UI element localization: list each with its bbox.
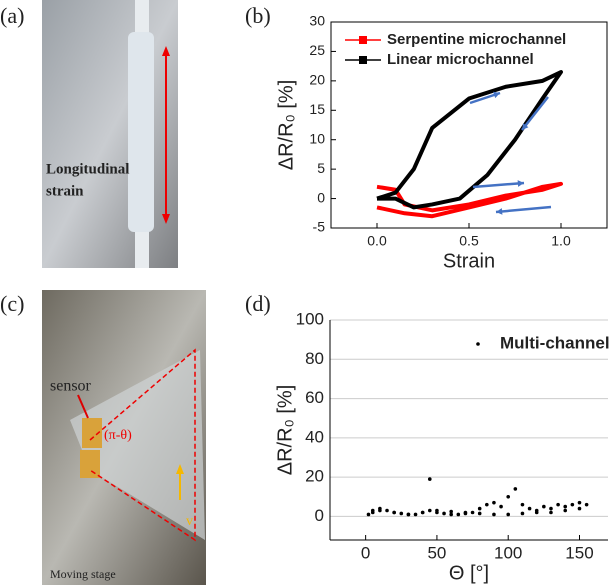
panel-label: (d) — [245, 291, 271, 316]
annotation: strain — [46, 183, 84, 199]
y-tick-label: 0 — [315, 506, 324, 525]
data-point — [463, 510, 468, 515]
y-tick-label: 60 — [305, 388, 324, 407]
legend-marker — [359, 56, 367, 64]
x-tick-label: 100 — [494, 543, 522, 562]
y-tick-label: 25 — [309, 42, 325, 58]
data-point — [527, 506, 532, 511]
data-point — [449, 512, 453, 517]
data-point — [399, 511, 404, 516]
annotation-arrow — [472, 181, 525, 189]
y-tick-label: 80 — [305, 349, 324, 368]
data-point — [427, 508, 432, 513]
data-point — [570, 502, 575, 507]
data-point — [456, 512, 461, 517]
legend-marker — [359, 36, 367, 44]
panel-label: (a) — [0, 3, 24, 28]
y-tick-label: 20 — [305, 467, 324, 486]
legend-label: Linear microchannel — [387, 51, 534, 68]
legend-marker — [476, 342, 480, 346]
y-tick-label: 10 — [309, 130, 325, 146]
annotation: v — [186, 514, 193, 529]
x-axis-label: Strain — [443, 250, 495, 272]
legend-label: Serpentine microchannel — [387, 31, 566, 48]
data-point — [542, 504, 546, 509]
photo-c — [42, 290, 206, 585]
y-tick-label: 0 — [317, 189, 325, 205]
arrow-head — [496, 208, 503, 215]
data-point — [549, 510, 553, 515]
x-tick-label: 0.0 — [367, 233, 387, 249]
data-point — [470, 510, 475, 515]
panel-label: (b) — [245, 3, 271, 28]
data-point — [442, 511, 446, 516]
annotation: sensor — [50, 378, 92, 395]
y-tick-label: -5 — [313, 219, 326, 235]
plot-frame — [330, 21, 608, 229]
annotation-arrow — [521, 96, 549, 131]
data-point — [378, 508, 382, 513]
data-point — [485, 502, 489, 507]
y-axis-label: ΔR/R₀ [%] — [275, 80, 297, 171]
data-point — [420, 510, 425, 515]
y-tick-label: 30 — [309, 13, 325, 29]
data-point — [549, 506, 553, 511]
x-tick-label: 150 — [565, 543, 593, 562]
data-point — [477, 511, 482, 516]
x-tick-label: 1.0 — [551, 233, 571, 249]
data-point — [499, 504, 503, 509]
data-point — [477, 506, 482, 511]
data-point — [506, 494, 511, 499]
arrow-head — [522, 123, 529, 130]
y-tick-label: 40 — [305, 427, 324, 446]
annotation: (π-θ) — [104, 428, 132, 443]
data-point — [385, 508, 389, 513]
x-tick-label: 0 — [361, 543, 370, 562]
data-point — [492, 512, 496, 517]
data-point — [563, 508, 568, 513]
y-tick-label: 100 — [296, 309, 324, 328]
data-point — [435, 508, 439, 513]
arrow-head — [493, 91, 500, 99]
data-point — [506, 512, 511, 517]
data-point — [534, 510, 539, 515]
data-point — [584, 502, 589, 507]
data-point — [577, 506, 582, 511]
data-point — [520, 502, 525, 507]
y-tick-label: 15 — [309, 101, 325, 117]
data-point — [556, 502, 560, 507]
data-point — [513, 487, 518, 491]
data-line — [376, 70, 563, 210]
arrow-head — [517, 180, 524, 187]
annotation: Moving stage — [50, 567, 116, 581]
data-point — [370, 510, 375, 515]
y-tick-label: 5 — [317, 160, 325, 176]
data-point — [563, 504, 568, 509]
annotation-arrow — [495, 205, 552, 214]
annotation: Longitudinal — [46, 161, 129, 177]
x-tick-label: 50 — [427, 543, 446, 562]
data-point — [406, 512, 411, 517]
x-tick-label: 0.5 — [459, 233, 479, 249]
data-point — [577, 500, 582, 505]
panel-label: (c) — [0, 291, 24, 316]
data-point — [492, 500, 496, 505]
data-point — [520, 511, 525, 516]
data-point — [413, 512, 418, 517]
data-point — [427, 477, 432, 481]
legend-label: Multi-channel — [500, 333, 610, 352]
y-tick-label: 20 — [309, 72, 325, 88]
data-point — [366, 512, 371, 517]
data-point — [392, 510, 396, 515]
photo-a — [42, 0, 178, 268]
y-axis-label: ΔR/R₀ [%] — [274, 385, 296, 476]
data-point — [449, 509, 453, 514]
x-axis-label: Θ [°] — [449, 562, 489, 584]
